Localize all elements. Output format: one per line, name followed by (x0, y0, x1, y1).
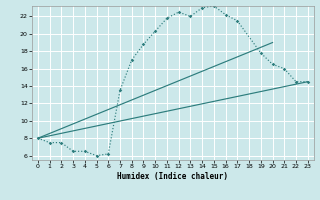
X-axis label: Humidex (Indice chaleur): Humidex (Indice chaleur) (117, 172, 228, 181)
